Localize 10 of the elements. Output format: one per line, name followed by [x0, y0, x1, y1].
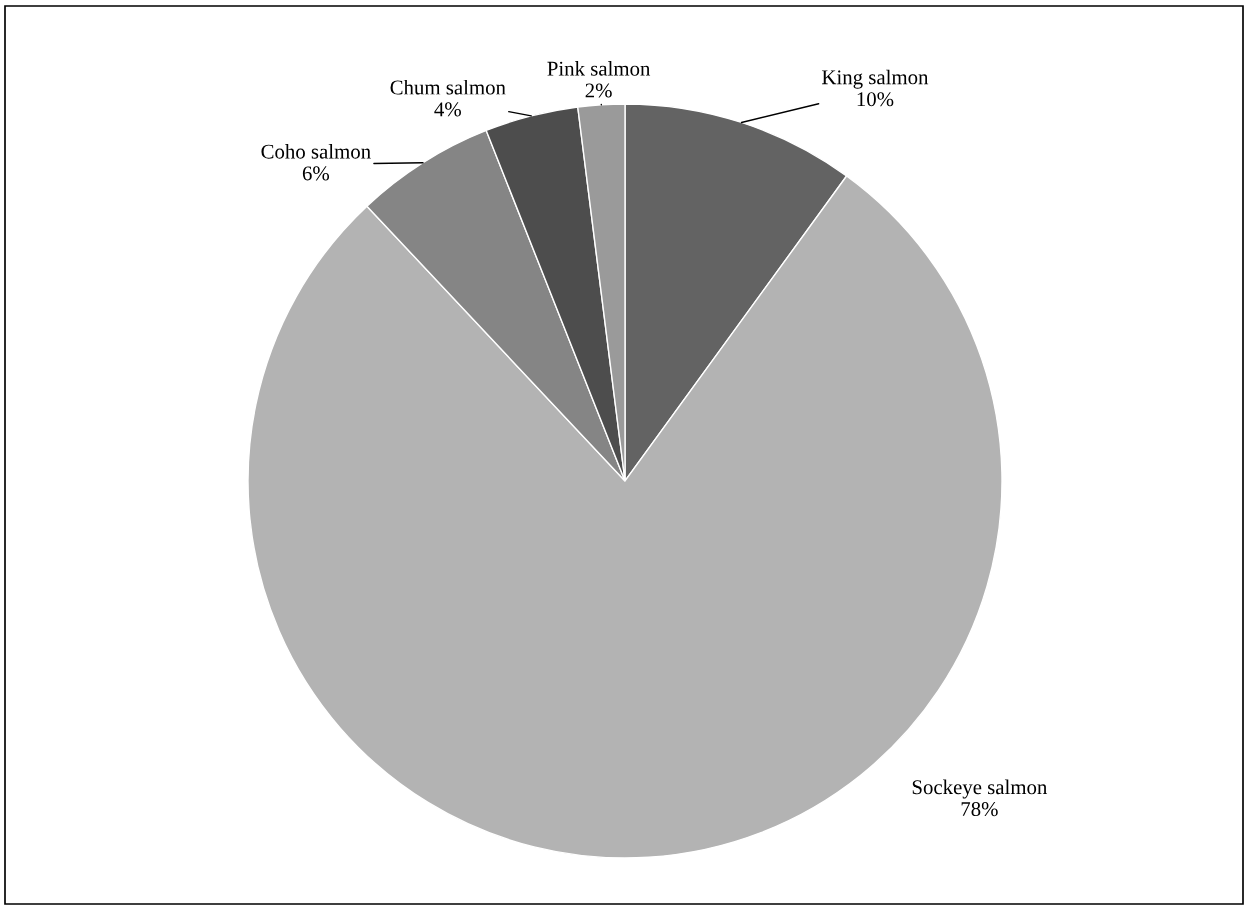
slice-label: Pink salmon	[547, 61, 651, 76]
data-label: 10%	[857, 92, 894, 107]
data-label: 6%	[302, 166, 330, 181]
slice-label: Coho salmon	[261, 143, 371, 159]
slice-label: Chum salmon	[390, 79, 506, 95]
data-label: 78%	[961, 802, 998, 817]
slice-label: King salmon	[822, 69, 929, 89]
data-label: 2%	[585, 83, 612, 98]
data-label: 4%	[434, 102, 461, 117]
slice-label: Sockeye salmon	[912, 779, 1048, 799]
